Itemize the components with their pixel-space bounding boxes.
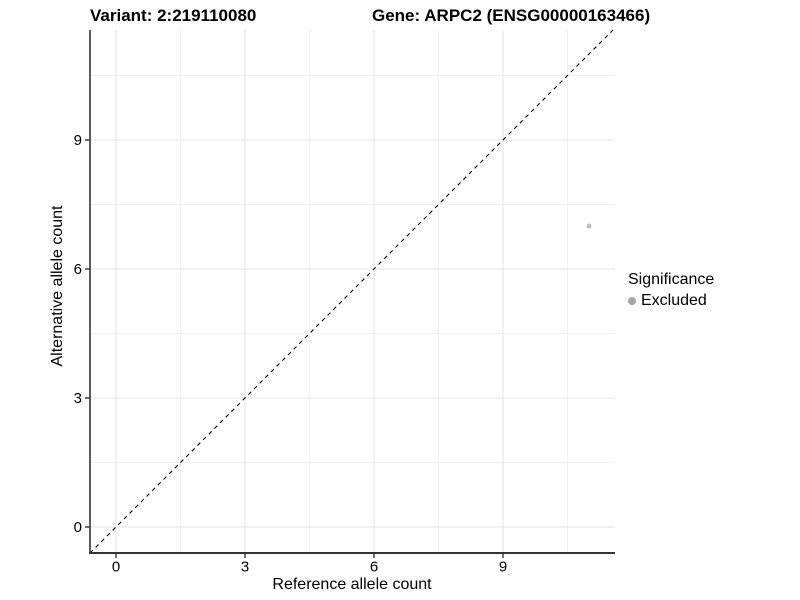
x-tick-label: 9 — [499, 558, 507, 575]
y-tick-label: 9 — [74, 132, 82, 149]
plot-title-variant: Variant: 2:219110080 — [90, 6, 257, 25]
plot-title-gene: Gene: ARPC2 (ENSG00000163466) — [372, 6, 651, 25]
legend: Significance Excluded — [628, 271, 714, 310]
y-tick-label: 0 — [74, 519, 82, 536]
y-tick-label: 6 — [74, 261, 82, 278]
x-tick-label: 0 — [112, 558, 120, 575]
legend-title: Significance — [628, 271, 715, 288]
identity-dashed-line — [89, 29, 614, 554]
legend-item-label: Excluded — [641, 292, 707, 309]
legend-item-excluded: Excluded — [628, 292, 714, 310]
plot-title: Variant: 2:219110080 Gene: ARPC2 (ENSG00… — [0, 5, 800, 27]
legend-key-dot-icon — [628, 297, 636, 305]
x-axis-title: Reference allele count — [272, 576, 432, 593]
data-point — [586, 223, 592, 229]
y-tick-label: 3 — [74, 390, 82, 407]
x-tick-label: 3 — [241, 558, 249, 575]
x-tick-label: 6 — [370, 558, 378, 575]
